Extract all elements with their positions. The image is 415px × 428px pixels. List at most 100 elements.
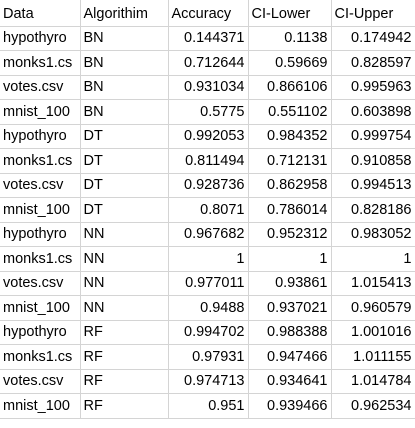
cell-ci-lower[interactable]: 1: [248, 246, 332, 272]
cell-algorithm[interactable]: NN: [80, 271, 169, 296]
cell-ci-lower[interactable]: 0.551102: [248, 99, 332, 125]
cell-accuracy[interactable]: 0.977011: [168, 271, 249, 296]
cell-data[interactable]: mnist_100: [0, 295, 81, 321]
header-cell-algorithm[interactable]: Algorithim: [80, 0, 169, 27]
cell-accuracy[interactable]: 0.931034: [168, 75, 249, 100]
cell-data[interactable]: monks1.cs: [0, 148, 81, 174]
table-row: mnist_100 DT 0.8071 0.786014 0.828186: [0, 197, 415, 223]
cell-accuracy[interactable]: 0.144371: [168, 26, 249, 51]
cell-algorithm[interactable]: DT: [80, 173, 169, 198]
cell-ci-upper[interactable]: 0.995963: [331, 75, 415, 100]
cell-data[interactable]: votes.csv: [0, 271, 81, 296]
cell-ci-upper[interactable]: 0.994513: [331, 173, 415, 198]
cell-ci-lower[interactable]: 0.984352: [248, 124, 332, 149]
cell-ci-lower[interactable]: 0.93861: [248, 271, 332, 296]
cell-data[interactable]: votes.csv: [0, 75, 81, 100]
cell-accuracy[interactable]: 0.967682: [168, 222, 249, 247]
cell-ci-lower[interactable]: 0.786014: [248, 197, 332, 223]
cell-data[interactable]: mnist_100: [0, 197, 81, 223]
cell-algorithm[interactable]: BN: [80, 75, 169, 100]
cell-algorithm[interactable]: RF: [80, 320, 169, 345]
cell-ci-lower[interactable]: 0.952312: [248, 222, 332, 247]
cell-ci-upper[interactable]: 0.960579: [331, 295, 415, 321]
cell-accuracy[interactable]: 0.994702: [168, 320, 249, 345]
cell-ci-upper[interactable]: 1.001016: [331, 320, 415, 345]
table-row: votes.csv BN 0.931034 0.866106 0.995963: [0, 75, 415, 100]
table-row: monks1.cs DT 0.811494 0.712131 0.910858: [0, 148, 415, 174]
cell-algorithm[interactable]: RF: [80, 344, 169, 370]
table-row: hypothyro RF 0.994702 0.988388 1.001016: [0, 320, 415, 345]
cell-ci-lower[interactable]: 0.1138: [248, 26, 332, 51]
cell-ci-upper[interactable]: 1.011155: [331, 344, 415, 370]
header-cell-data[interactable]: Data: [0, 0, 81, 27]
cell-algorithm[interactable]: NN: [80, 295, 169, 321]
cell-data[interactable]: votes.csv: [0, 173, 81, 198]
cell-accuracy[interactable]: 0.974713: [168, 369, 249, 394]
cell-ci-lower[interactable]: 0.937021: [248, 295, 332, 321]
cell-ci-lower[interactable]: 0.947466: [248, 344, 332, 370]
cell-data[interactable]: monks1.cs: [0, 344, 81, 370]
cell-ci-upper[interactable]: 0.962534: [331, 393, 415, 419]
cell-ci-upper[interactable]: 0.174942: [331, 26, 415, 51]
cell-data[interactable]: monks1.cs: [0, 50, 81, 76]
cell-accuracy[interactable]: 0.5775: [168, 99, 249, 125]
table-row: votes.csv RF 0.974713 0.934641 1.014784: [0, 369, 415, 394]
cell-algorithm[interactable]: DT: [80, 197, 169, 223]
cell-accuracy[interactable]: 1: [168, 246, 249, 272]
cell-ci-lower[interactable]: 0.939466: [248, 393, 332, 419]
cell-ci-upper[interactable]: 0.999754: [331, 124, 415, 149]
cell-ci-upper[interactable]: 1: [331, 246, 415, 272]
table-row: votes.csv DT 0.928736 0.862958 0.994513: [0, 173, 415, 198]
cell-algorithm[interactable]: RF: [80, 393, 169, 419]
cell-accuracy[interactable]: 0.928736: [168, 173, 249, 198]
cell-algorithm[interactable]: RF: [80, 369, 169, 394]
cell-ci-lower[interactable]: 0.988388: [248, 320, 332, 345]
cell-accuracy[interactable]: 0.811494: [168, 148, 249, 174]
cell-algorithm[interactable]: DT: [80, 124, 169, 149]
cell-ci-lower[interactable]: 0.862958: [248, 173, 332, 198]
table-row: hypothyro BN 0.144371 0.1138 0.174942: [0, 26, 415, 51]
cell-accuracy[interactable]: 0.951: [168, 393, 249, 419]
cell-data[interactable]: monks1.cs: [0, 246, 81, 272]
cell-accuracy[interactable]: 0.712644: [168, 50, 249, 76]
cell-algorithm[interactable]: NN: [80, 222, 169, 247]
cell-ci-upper[interactable]: 0.828597: [331, 50, 415, 76]
cell-accuracy[interactable]: 0.97931: [168, 344, 249, 370]
cell-ci-lower[interactable]: 0.866106: [248, 75, 332, 100]
table-row: monks1.cs BN 0.712644 0.59669 0.828597: [0, 50, 415, 76]
cell-algorithm[interactable]: BN: [80, 99, 169, 125]
table-row: mnist_100 NN 0.9488 0.937021 0.960579: [0, 295, 415, 321]
header-cell-ci-lower[interactable]: CI-Lower: [248, 0, 332, 27]
cell-ci-upper[interactable]: 0.910858: [331, 148, 415, 174]
cell-data[interactable]: hypothyro: [0, 320, 81, 345]
cell-ci-upper[interactable]: 0.603898: [331, 99, 415, 125]
table-row: monks1.cs RF 0.97931 0.947466 1.011155: [0, 344, 415, 370]
cell-ci-upper[interactable]: 0.828186: [331, 197, 415, 223]
cell-ci-upper[interactable]: 0.983052: [331, 222, 415, 247]
header-cell-accuracy[interactable]: Accuracy: [168, 0, 249, 27]
header-row: Data Algorithim Accuracy CI-Lower CI-Upp…: [0, 0, 415, 27]
table-row: hypothyro DT 0.992053 0.984352 0.999754: [0, 124, 415, 149]
cell-accuracy[interactable]: 0.9488: [168, 295, 249, 321]
cell-algorithm[interactable]: BN: [80, 26, 169, 51]
results-table: Data Algorithim Accuracy CI-Lower CI-Upp…: [0, 0, 415, 419]
table-row: monks1.cs NN 1 1 1: [0, 246, 415, 272]
cell-data[interactable]: hypothyro: [0, 26, 81, 51]
cell-data[interactable]: mnist_100: [0, 99, 81, 125]
cell-algorithm[interactable]: NN: [80, 246, 169, 272]
cell-ci-upper[interactable]: 1.014784: [331, 369, 415, 394]
cell-data[interactable]: votes.csv: [0, 369, 81, 394]
cell-algorithm[interactable]: DT: [80, 148, 169, 174]
cell-algorithm[interactable]: BN: [80, 50, 169, 76]
cell-data[interactable]: hypothyro: [0, 124, 81, 149]
cell-data[interactable]: mnist_100: [0, 393, 81, 419]
cell-data[interactable]: hypothyro: [0, 222, 81, 247]
cell-ci-upper[interactable]: 1.015413: [331, 271, 415, 296]
cell-accuracy[interactable]: 0.992053: [168, 124, 249, 149]
cell-accuracy[interactable]: 0.8071: [168, 197, 249, 223]
cell-ci-lower[interactable]: 0.712131: [248, 148, 332, 174]
cell-ci-lower[interactable]: 0.934641: [248, 369, 332, 394]
header-cell-ci-upper[interactable]: CI-Upper: [331, 0, 415, 27]
cell-ci-lower[interactable]: 0.59669: [248, 50, 332, 76]
